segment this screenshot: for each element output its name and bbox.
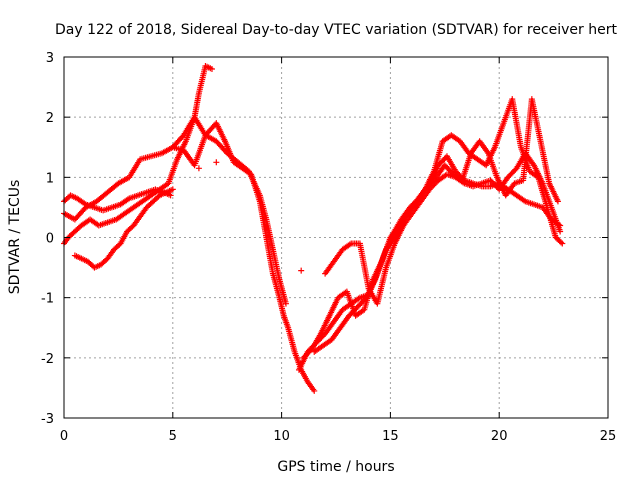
chart-title: Day 122 of 2018, Sidereal Day-to-day VTE… [55,22,617,38]
y-axis-title: SDTVAR / TECUs [7,180,23,295]
data-point [554,198,561,205]
data-point [169,186,176,193]
x-tick-label: 25 [600,429,617,444]
y-tick-label: 3 [46,51,54,66]
series-track-g [300,96,566,361]
y-tick-label: -2 [41,352,54,367]
y-tick-label: 1 [46,171,54,186]
data-point [311,387,318,394]
x-tick-label: 15 [382,429,399,444]
x-tick-label: 20 [491,429,508,444]
series-track-e [169,120,318,394]
data-point [282,300,289,307]
series-isolated [195,159,305,274]
series-track-b [61,114,289,307]
data-point [298,267,305,274]
data-point [557,239,564,246]
y-tick-label: 2 [46,111,54,126]
data-point [213,159,220,166]
series-track-d [71,186,176,271]
axis-ticks: 0 5 10 15 20 25 -3 -2 -1 0 1 2 3 [41,51,616,444]
x-tick-label: 5 [169,429,177,444]
series-track-i [322,150,564,307]
data-point [195,165,202,172]
data-points [61,63,566,394]
x-tick-label: 10 [273,429,290,444]
x-axis-title: GPS time / hours [277,459,394,475]
data-point [559,240,566,247]
y-tick-label: 0 [46,232,54,247]
data-point [208,66,215,73]
series-track-h [311,96,561,355]
series-track-c [61,63,215,247]
data-point [167,192,174,199]
y-tick-label: -3 [41,412,54,427]
y-tick-label: -1 [41,292,54,307]
x-tick-label: 0 [60,429,68,444]
gridlines [64,57,608,418]
data-point [557,228,564,235]
